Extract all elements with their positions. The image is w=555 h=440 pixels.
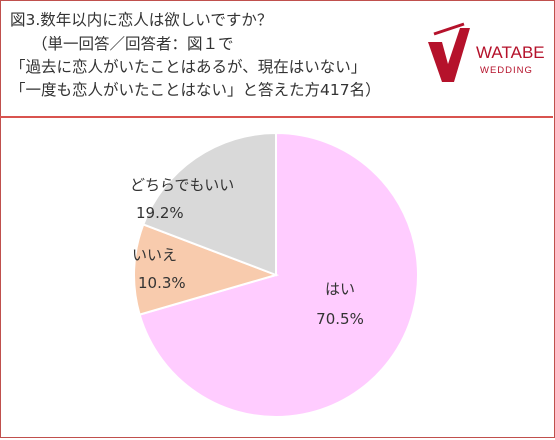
watabe-wedding-logo: WATABE WEDDING	[420, 20, 550, 90]
pie-slice-2	[133, 223, 280, 316]
slice-label-2: いいえ	[132, 246, 177, 264]
logo-mark-icon: WATABE WEDDING	[428, 22, 545, 82]
logo-sub-text: WEDDING	[480, 65, 533, 76]
header-divider	[0, 116, 553, 118]
pie-labels: はい 70.5% いいえ 10.3% どちらでもいい 19.2%	[130, 176, 364, 328]
pie-slice-3	[142, 131, 277, 277]
slice-label-1: はい	[325, 280, 355, 298]
slice-value-3: 19.2%	[136, 204, 184, 222]
pie-chart-area: はい 70.5% いいえ 10.3% どちらでもいい 19.2%	[0, 118, 553, 436]
chart-subtitle-line-1: （単一回答／回答者：図１で	[32, 35, 234, 53]
chart-subtitle-line-3: 「一度も恋人がいたことはない」と答えた方417名）	[10, 81, 381, 99]
chart-subtitle-line-2: 「過去に恋人がいたことはあるが、現在はいない」	[10, 58, 367, 76]
pie-slice-1	[138, 131, 419, 418]
logo-brand-text: WATABE	[476, 43, 545, 62]
pie-chart: はい 70.5% いいえ 10.3% どちらでもいい 19.2%	[130, 131, 419, 418]
chart-title: 図3.数年以内に恋人は欲しいですか？	[10, 11, 273, 29]
chart-header: 図3.数年以内に恋人は欲しいですか？ （単一回答／回答者：図１で 「過去に恋人が…	[0, 0, 553, 115]
slice-value-1: 70.5%	[316, 310, 364, 328]
slice-label-3: どちらでもいい	[130, 176, 234, 194]
pie-slices	[133, 131, 419, 418]
slice-value-2: 10.3%	[138, 274, 186, 292]
